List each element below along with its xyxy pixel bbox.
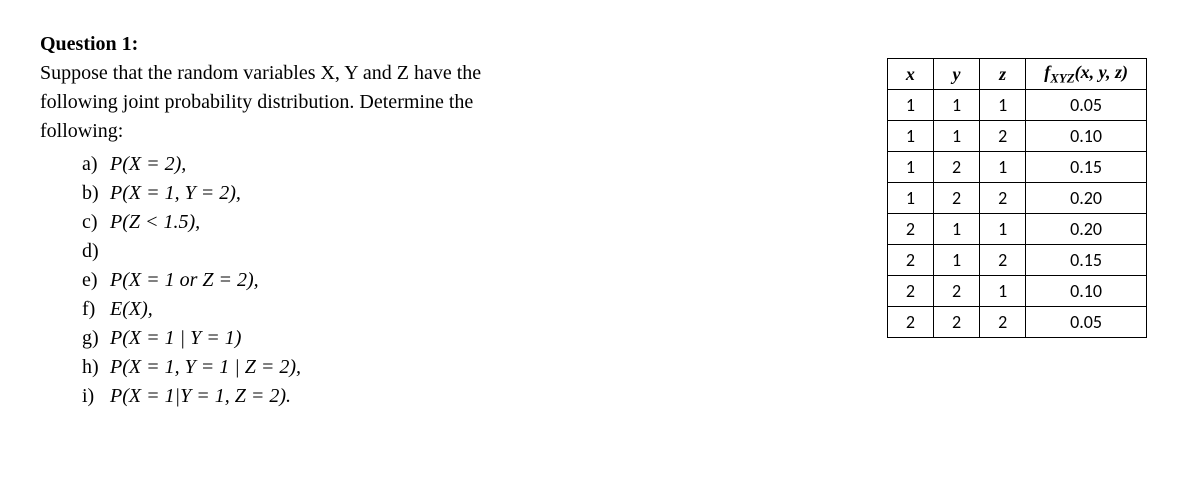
item-letter: d) [82,237,110,266]
list-item: c) P(Z < 1.5), [82,208,827,237]
col-y-header: y [933,59,979,90]
question-prompt-line1: Suppose that the random variables X, Y a… [40,59,827,88]
list-item: i) P(X = 1|Y = 1, Z = 2). [82,382,827,411]
cell-f: 0.20 [1026,183,1147,214]
item-letter: e) [82,266,110,295]
item-text: P(X = 1, Y = 2), [110,179,241,208]
table-row: 1 1 1 0.05 [887,90,1146,121]
col-z-label: z [999,64,1006,84]
list-item: f) E(X), [82,295,827,324]
item-letter: i) [82,382,110,411]
cell-f: 0.05 [1026,90,1147,121]
item-letter: c) [82,208,110,237]
table-row: 1 2 2 0.20 [887,183,1146,214]
distribution-table: x y z fXYZ(x, y, z) 1 1 1 0.05 [887,58,1147,338]
question-prompt-line3: following: [40,117,827,146]
f-label: fXYZ(x, y, z) [1044,62,1128,82]
item-letter: a) [82,150,110,179]
col-x-header: x [887,59,933,90]
cell-z: 2 [980,183,1026,214]
item-text: P(X = 2), [110,150,186,179]
table-header-row: x y z fXYZ(x, y, z) [887,59,1146,90]
table-row: 1 2 1 0.15 [887,152,1146,183]
item-letter: g) [82,324,110,353]
cell-y: 2 [933,152,979,183]
col-z-header: z [980,59,1026,90]
list-item: b) P(X = 1, Y = 2), [82,179,827,208]
cell-x: 2 [887,307,933,338]
cell-f: 0.20 [1026,214,1147,245]
cell-x: 1 [887,183,933,214]
item-text: P(X = 1 or Z = 2), [110,266,259,295]
col-y-label: y [953,64,961,84]
table-row: 1 1 2 0.10 [887,121,1146,152]
cell-z: 1 [980,152,1026,183]
cell-y: 2 [933,307,979,338]
item-letter: b) [82,179,110,208]
cell-z: 1 [980,214,1026,245]
cell-f: 0.10 [1026,121,1147,152]
page-container: Question 1: Suppose that the random vari… [40,30,1147,411]
list-item: g) P(X = 1 | Y = 1) [82,324,827,353]
cell-z: 2 [980,307,1026,338]
cell-x: 1 [887,152,933,183]
table-row: 2 2 1 0.10 [887,276,1146,307]
f-sub: XYZ [1050,71,1074,86]
cell-y: 1 [933,90,979,121]
cell-y: 1 [933,214,979,245]
table-body: 1 1 1 0.05 1 1 2 0.10 1 2 1 0.15 [887,90,1146,338]
cell-y: 1 [933,121,979,152]
f-args: (x, y, z) [1075,62,1128,82]
cell-y: 1 [933,245,979,276]
item-letter: h) [82,353,110,382]
item-text: E(X), [110,295,153,324]
item-text: P(X = 1, Y = 1 | Z = 2), [110,353,301,382]
cell-x: 2 [887,245,933,276]
cell-x: 2 [887,214,933,245]
item-text: P(X = 1|Y = 1, Z = 2). [110,382,291,411]
cell-z: 2 [980,245,1026,276]
item-text: P(Z < 1.5), [110,208,200,237]
cell-x: 1 [887,90,933,121]
list-item: h) P(X = 1, Y = 1 | Z = 2), [82,353,827,382]
cell-f: 0.10 [1026,276,1147,307]
cell-f: 0.15 [1026,152,1147,183]
cell-z: 1 [980,276,1026,307]
question-prompt-line2: following joint probability distribution… [40,88,827,117]
cell-f: 0.15 [1026,245,1147,276]
cell-x: 1 [887,121,933,152]
list-item: e) P(X = 1 or Z = 2), [82,266,827,295]
question-items-list: a) P(X = 2), b) P(X = 1, Y = 2), c) P(Z … [40,150,827,411]
cell-z: 1 [980,90,1026,121]
cell-y: 2 [933,276,979,307]
question-title: Question 1: [40,30,827,59]
list-item: d) [82,237,827,266]
cell-f: 0.05 [1026,307,1147,338]
cell-x: 2 [887,276,933,307]
distribution-table-wrapper: x y z fXYZ(x, y, z) 1 1 1 0.05 [887,30,1147,338]
question-block: Question 1: Suppose that the random vari… [40,30,827,411]
cell-y: 2 [933,183,979,214]
table-row: 2 1 1 0.20 [887,214,1146,245]
item-letter: f) [82,295,110,324]
cell-z: 2 [980,121,1026,152]
item-text: P(X = 1 | Y = 1) [110,324,241,353]
table-row: 2 1 2 0.15 [887,245,1146,276]
list-item: a) P(X = 2), [82,150,827,179]
table-row: 2 2 2 0.05 [887,307,1146,338]
col-f-header: fXYZ(x, y, z) [1026,59,1147,90]
col-x-label: x [906,64,915,84]
